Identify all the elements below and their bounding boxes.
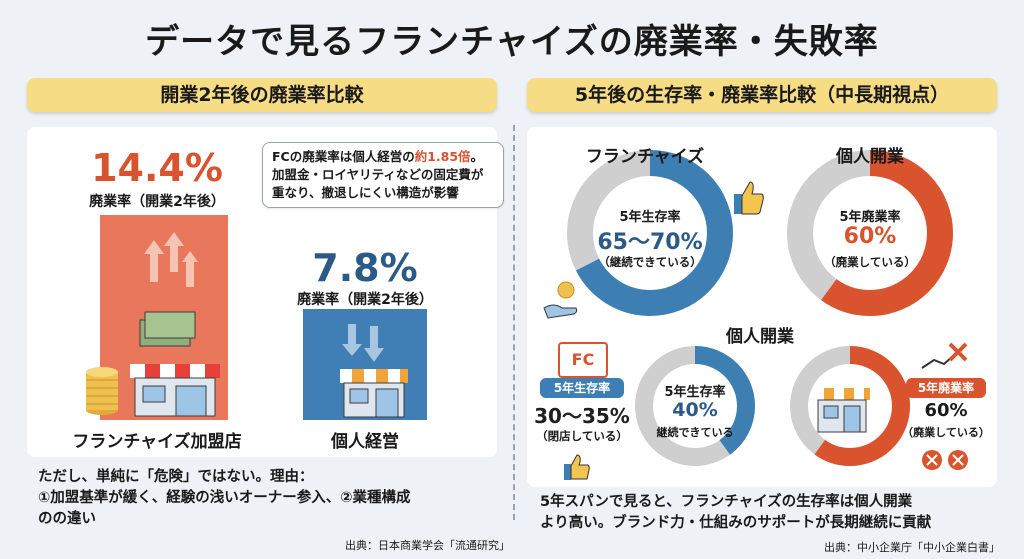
page-title: データで見るフランチャイズの廃業率・失敗率 [145, 22, 879, 62]
donut3-sublabel: 継続できている [656, 426, 734, 439]
right-note-line-1: 5年スパンで見ると、フランチャイズの生存率は個人開業 [540, 494, 913, 510]
callout-line-3: 重なり、撤退しにくい構造が影響 [272, 185, 459, 200]
up-arrows-icon [144, 232, 198, 287]
callout-highlight: 約1.85倍 [414, 149, 471, 164]
closed-store-icon [814, 388, 870, 433]
callout-text-c: 。 [470, 149, 484, 164]
right-note-line-2: より高い。ブランド力・仕組みのサポートが長期継続に貢献 [540, 515, 932, 531]
category-individual: 個人経営 [331, 432, 399, 452]
left-note-line-3: のの違い [38, 511, 96, 527]
cross-circles-icon [922, 450, 968, 470]
left-survival-sublabel: （閉店している） [536, 429, 628, 443]
ind-rate-sublabel: 廃業率（開業2年後） [297, 292, 433, 308]
donut2-value: 60% [843, 224, 897, 249]
right-closure-sublabel: （廃業している） [902, 426, 990, 439]
lower-title: 個人開業 [726, 327, 794, 347]
section-divider [513, 125, 515, 520]
left-banner: 開業2年後の廃業率比較 [27, 78, 497, 112]
right-note: 5年スパンで見ると、フランチャイズの生存率は個人開業 より高い。ブランド力・仕組… [540, 492, 990, 534]
thumbs-up-icon [734, 181, 764, 215]
left-survival-value: 30〜35% [534, 404, 630, 428]
donut3-value: 40% [672, 399, 718, 421]
donut2-label: 5年廃業率 [839, 210, 901, 225]
left-note-line-2: ①加盟基準が緩く、経験の浅いオーナー参入、②業種構成 [38, 490, 411, 506]
callout-line-2: 加盟金・ロイヤリティなどの固定費が [272, 167, 484, 182]
left-note: ただし、単純に「危険」ではない。理由： ①加盟基準が緩く、経験の浅いオーナー参入… [38, 467, 508, 530]
donut1-sublabel: （継続できている） [598, 255, 702, 269]
comparison-callout: FCの廃業率は個人経営の約1.85倍。 加盟金・ロイヤリティなどの固定費が 重な… [262, 142, 504, 208]
thumbs-up-small-icon [564, 454, 590, 480]
fc-sign-icon: FC [558, 342, 608, 378]
x-mark-icon [921, 342, 968, 369]
donut1-label: 5年生存率 [619, 210, 681, 225]
category-franchise: フランチャイズ加盟店 [72, 432, 242, 452]
fc-rate-sublabel: 廃業率（開業2年後） [89, 194, 225, 210]
callout-text-a: FCの廃業率は個人経営の [272, 149, 415, 164]
donut3-label: 5年生存率 [664, 385, 726, 400]
fc-rate-value: 14.4% [91, 146, 223, 190]
right-closure-tag: 5年廃業率 [906, 378, 986, 398]
right-source: 出典：中小企業庁「中小企業白書」 [824, 541, 1000, 554]
right-closure-value: 60% [924, 400, 968, 421]
coin-hand-icon [543, 281, 578, 319]
left-source: 出典：日本商業学会「流通研究」 [345, 539, 510, 552]
donut2-title: 個人開業 [836, 147, 904, 167]
individual-store-icon [340, 369, 408, 418]
right-banner: 5年後の生存率・廃業率比較（中長期視点） [527, 78, 997, 112]
left-survival-tag: 5年生存率 [540, 378, 624, 398]
franchise-store-icon [86, 311, 220, 417]
donut1-title: フランチャイズ [585, 147, 705, 167]
donut1-value: 65〜70% [597, 230, 703, 255]
ind-rate-value: 7.8% [312, 246, 418, 290]
left-note-line-1: ただし、単純に「危険」ではない。理由： [38, 469, 314, 485]
down-arrows-icon [342, 324, 384, 362]
donut2-sublabel: （廃業している） [824, 255, 916, 269]
